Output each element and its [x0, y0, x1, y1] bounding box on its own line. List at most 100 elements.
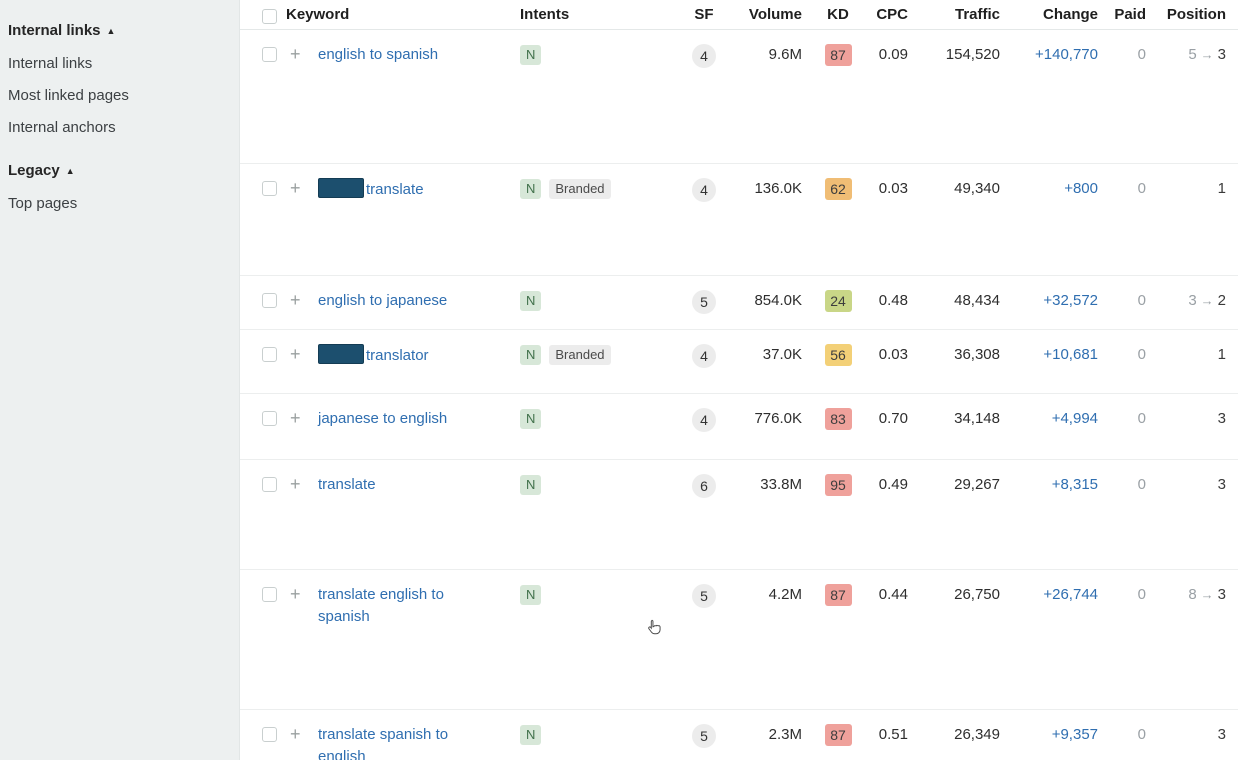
intents-cell: N: [504, 408, 680, 430]
paid-value: 0: [1137, 46, 1146, 63]
add-keyword-icon[interactable]: +: [290, 724, 301, 744]
volume-value: 854.0K: [754, 292, 802, 309]
row-checkbox[interactable]: [262, 587, 277, 602]
keyword-link[interactable]: translate: [318, 476, 376, 493]
traffic-value: 29,267: [954, 476, 1000, 493]
sidebar-item-internal-links[interactable]: Internal links: [8, 55, 93, 72]
sidebar-item-top-pages[interactable]: Top pages: [8, 195, 78, 212]
column-header-paid[interactable]: Paid: [1114, 6, 1146, 23]
column-header-volume[interactable]: Volume: [748, 6, 802, 23]
keyword-link[interactable]: japanese to english: [318, 410, 448, 427]
serp-features-badge: 5: [692, 290, 716, 314]
sidebar-item-most-linked-pages[interactable]: Most linked pages: [8, 87, 129, 104]
kd-cell: 95: [814, 474, 862, 497]
add-keyword-icon[interactable]: +: [290, 474, 301, 494]
cpc-value: 0.03: [878, 180, 908, 197]
traffic-change-value: +8,315: [1051, 476, 1098, 493]
keywords-table: Keyword Intents SF Volume KD CPC Traffic Change…: [240, 0, 1238, 760]
table-row: + translator N Branded 4 37.0K 56 0.03 36,308 +10…: [240, 330, 1238, 394]
row-checkbox[interactable]: [262, 411, 277, 426]
traffic-change-value: +32,572: [1043, 292, 1098, 309]
serp-features-badge: 4: [692, 44, 716, 68]
sf-cell: 4: [680, 44, 728, 68]
intent-badge-navigational: N: [520, 345, 542, 365]
keyword-link[interactable]: english to spanish: [318, 46, 439, 63]
table-header: Keyword Intents SF Volume KD CPC Traffic Change…: [240, 0, 1238, 30]
select-all-checkbox[interactable]: [262, 8, 277, 24]
column-header-keyword[interactable]: Keyword: [286, 6, 350, 23]
traffic-change-value: +4,994: [1051, 410, 1098, 427]
paid-value: 0: [1137, 410, 1146, 427]
add-keyword-icon[interactable]: +: [290, 178, 301, 198]
row-checkbox[interactable]: [262, 181, 277, 196]
intents-cell: N: [504, 474, 680, 496]
add-cell: +: [286, 474, 318, 497]
table-row: + translate english to spanish N 5 4.2M 87 0.4…: [240, 570, 1238, 710]
traffic-value: 48,434: [954, 292, 1000, 309]
traffic-value: 34,148: [954, 410, 1000, 427]
intent-badge-branded: Branded: [549, 345, 611, 365]
kd-cell: 62: [814, 178, 862, 201]
serp-features-badge: 4: [692, 178, 716, 202]
keyword-link[interactable]: english to japanese: [318, 292, 448, 309]
volume-value: 136.0K: [754, 180, 802, 197]
column-header-cpc[interactable]: CPC: [876, 6, 908, 23]
sidebar-section-header[interactable]: Legacy ▲: [8, 162, 227, 179]
add-keyword-icon[interactable]: +: [290, 44, 301, 64]
column-header-position[interactable]: Position: [1166, 6, 1226, 23]
column-header-intents[interactable]: Intents: [520, 6, 570, 23]
sidebar-item-internal-anchors[interactable]: Internal anchors: [8, 119, 116, 136]
position-cell: 3: [1158, 724, 1238, 746]
cpc-value: 0.70: [878, 410, 908, 427]
serp-features-badge: 5: [692, 584, 716, 608]
sf-cell: 4: [680, 178, 728, 202]
add-cell: +: [286, 178, 318, 201]
keyword-link[interactable]: translator: [366, 347, 429, 364]
keyword-cell: translator: [318, 344, 504, 367]
column-header-change[interactable]: Change: [1042, 6, 1098, 23]
column-header-traffic[interactable]: Traffic: [954, 6, 1000, 23]
paid-value: 0: [1137, 586, 1146, 603]
row-checkbox[interactable]: [262, 293, 277, 308]
column-header-kd[interactable]: KD: [827, 6, 849, 23]
keyword-cell: japanese to english: [318, 408, 504, 430]
row-checkbox[interactable]: [262, 47, 277, 62]
keyword-cell: english to spanish: [318, 44, 504, 66]
add-cell: +: [286, 408, 318, 431]
column-header-sf[interactable]: SF: [694, 6, 714, 23]
position-current-value: 3: [1217, 410, 1226, 427]
sidebar-section-label: Internal links: [8, 22, 101, 39]
position-change-arrow-icon: →: [1200, 587, 1214, 602]
collapse-arrow-icon: ▲: [106, 25, 116, 36]
position-cell: 3: [1158, 408, 1238, 430]
keyword-difficulty-badge: 62: [824, 178, 852, 200]
intent-badge-navigational: N: [520, 179, 542, 199]
position-change-arrow-icon: →: [1200, 47, 1214, 62]
sidebar-section-header[interactable]: Internal links ▲: [8, 22, 227, 39]
traffic-change-value: +140,770: [1035, 46, 1098, 63]
paid-value: 0: [1137, 180, 1146, 197]
table-row: + translate spanish to english N 5 2.3M 87 0.5…: [240, 710, 1238, 760]
position-change-arrow-icon: →: [1200, 293, 1214, 308]
kd-cell: 24: [814, 290, 862, 313]
serp-features-badge: 4: [692, 344, 716, 368]
position-current-value: 3: [1217, 46, 1226, 63]
row-checkbox[interactable]: [262, 347, 277, 362]
add-keyword-icon[interactable]: +: [290, 290, 301, 310]
keyword-link[interactable]: translate spanish to english: [318, 726, 449, 760]
add-keyword-icon[interactable]: +: [290, 584, 301, 604]
add-keyword-icon[interactable]: +: [290, 344, 301, 364]
intents-cell: N: [504, 724, 680, 746]
row-checkbox[interactable]: [262, 727, 277, 742]
keyword-cell: translate spanish to english: [318, 724, 504, 760]
keyword-cell: translate: [318, 178, 504, 201]
table-row: + japanese to english N 4 776.0K 83 0.70 34,148…: [240, 394, 1238, 460]
add-keyword-icon[interactable]: +: [290, 408, 301, 428]
row-checkbox[interactable]: [262, 477, 277, 492]
position-cell: 3 → 2: [1158, 290, 1238, 312]
sf-cell: 5: [680, 290, 728, 314]
position-current-value: 1: [1217, 180, 1226, 197]
keyword-link[interactable]: translate english to spanish: [318, 586, 444, 625]
serp-features-badge: 5: [692, 724, 716, 748]
keyword-link[interactable]: translate: [366, 181, 424, 198]
